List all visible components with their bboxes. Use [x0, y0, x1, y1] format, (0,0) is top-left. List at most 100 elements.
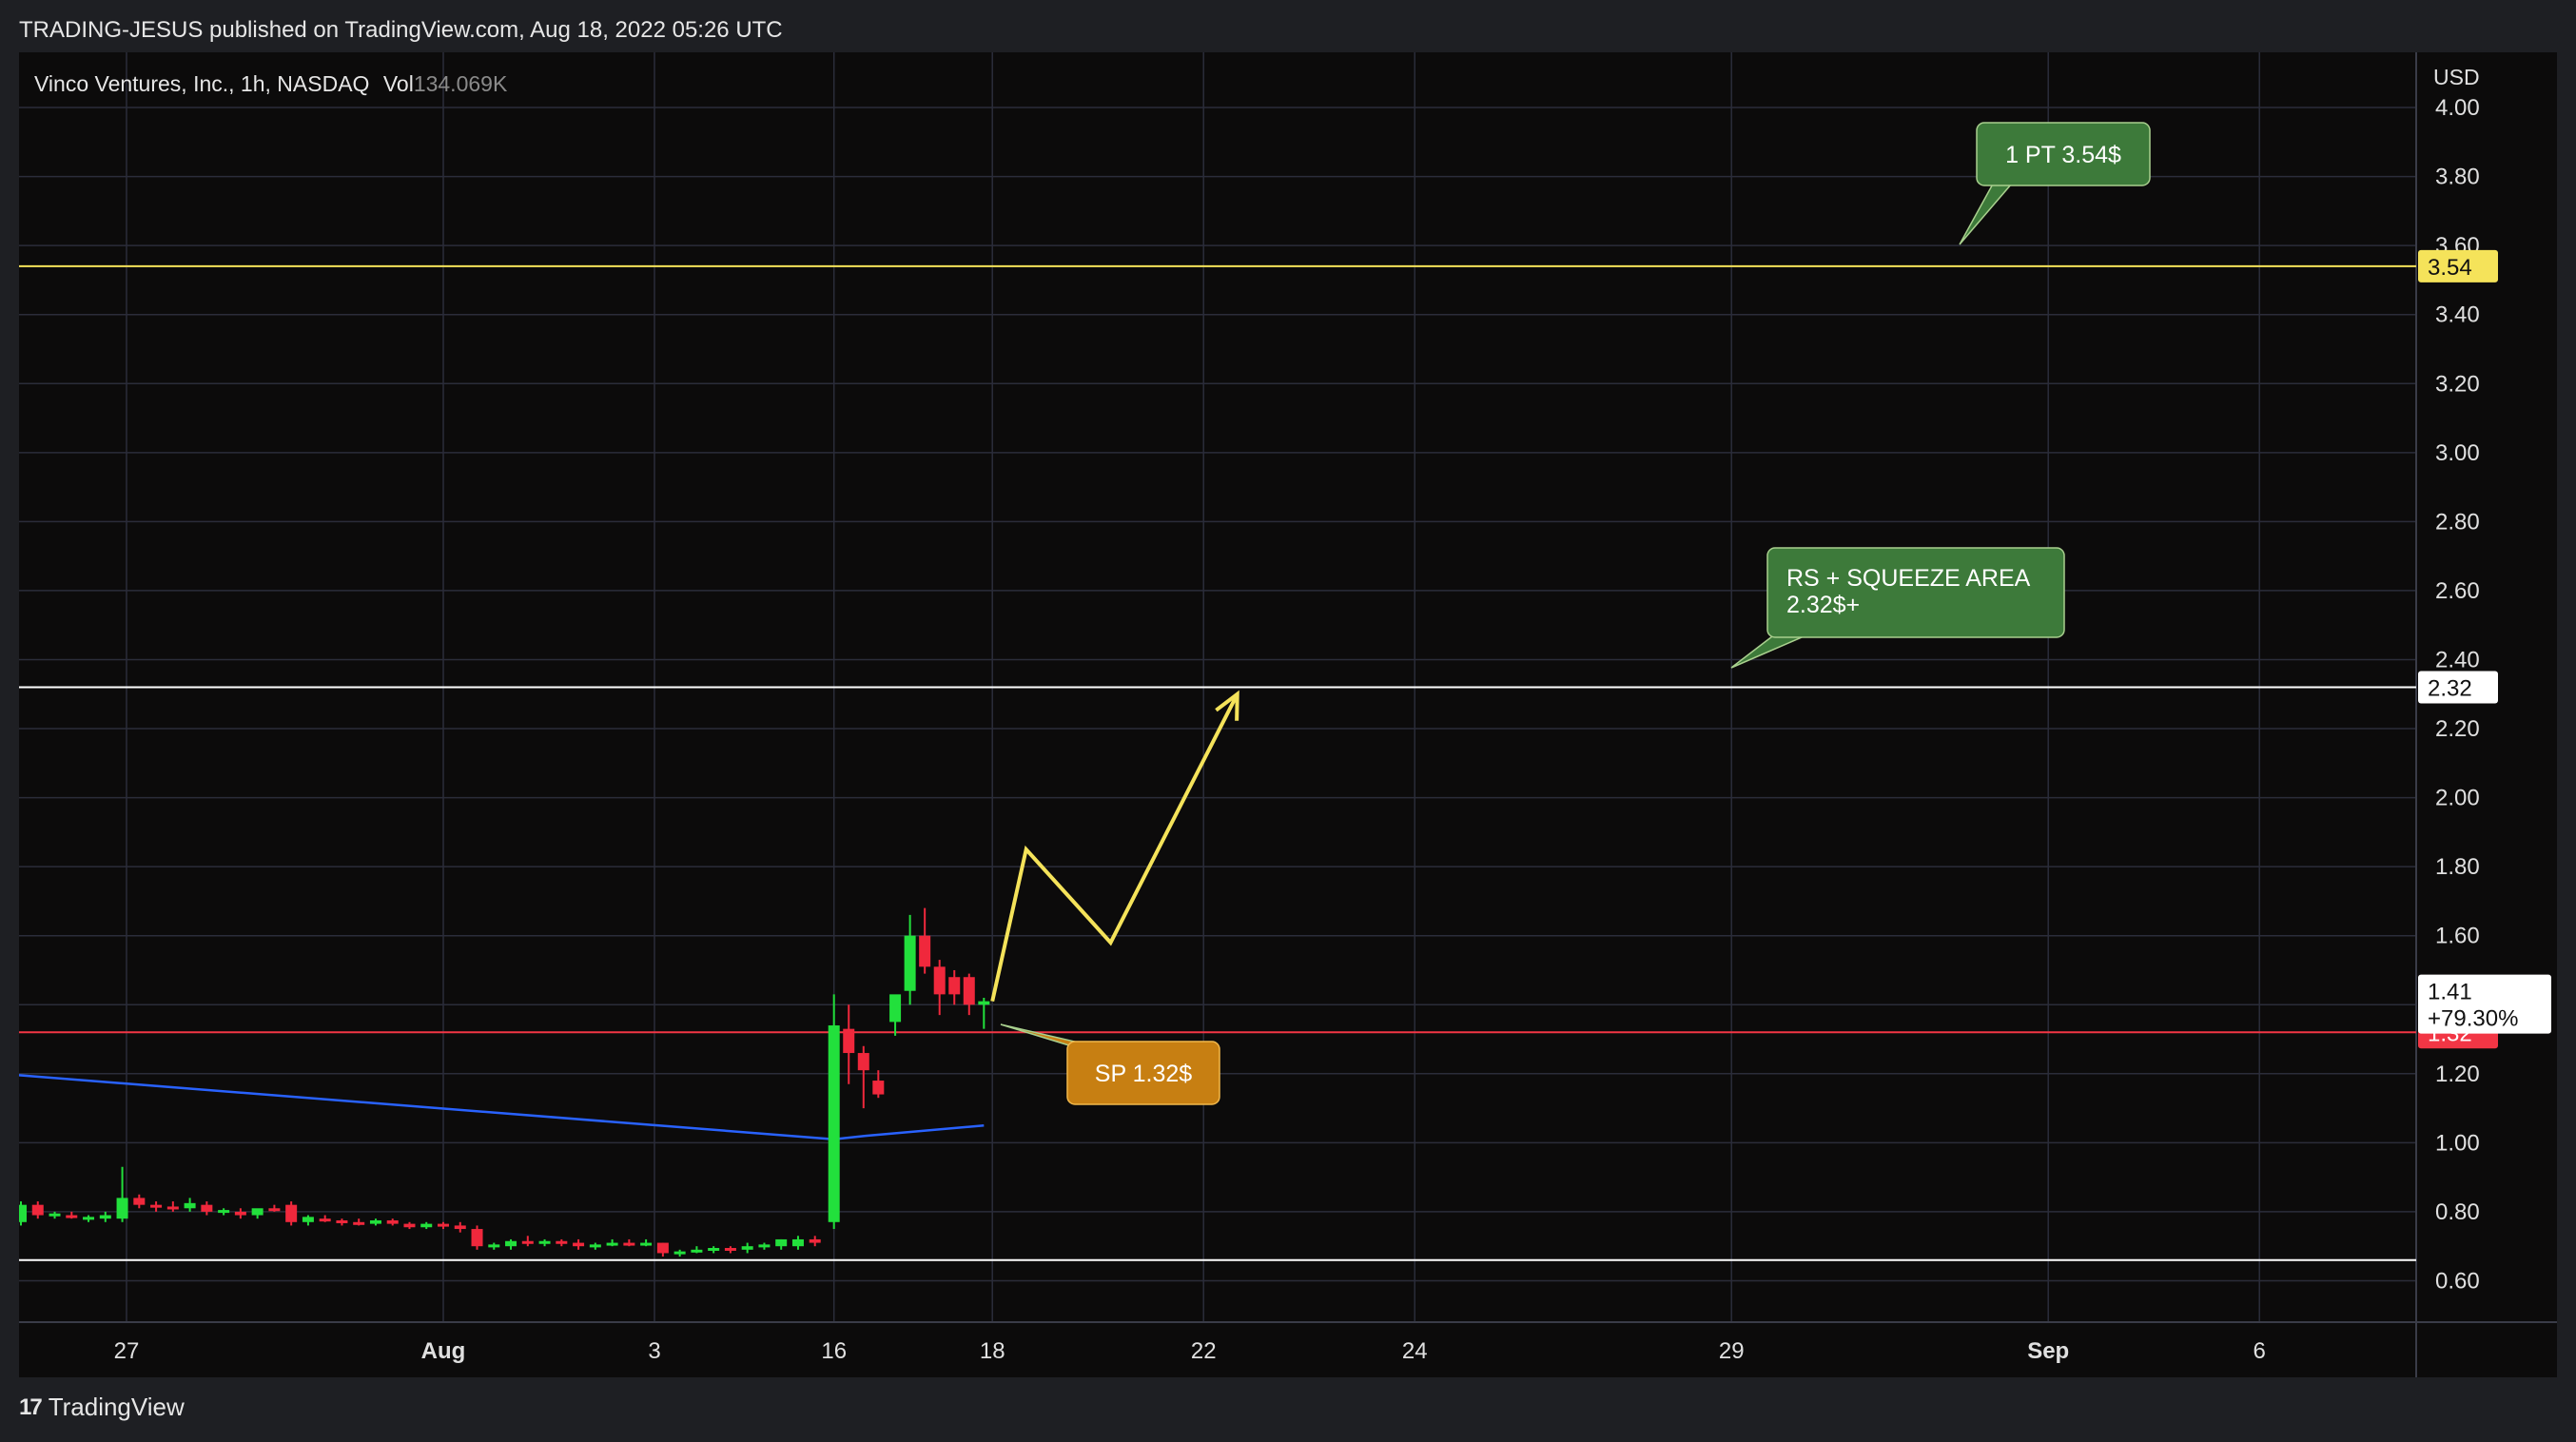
candle-body [889, 994, 902, 1023]
moving-average-line [19, 1074, 985, 1140]
x-tick-label: 27 [114, 1338, 140, 1364]
y-tick-label: 3.80 [2435, 165, 2480, 190]
candle-body [488, 1244, 500, 1248]
publisher-line: TRADING-JESUS published on TradingView.c… [19, 17, 783, 43]
candle-body [673, 1251, 686, 1255]
callout-text: SP 1.32$ [1095, 1061, 1193, 1087]
candle-body [420, 1223, 433, 1228]
x-tick-label: 24 [1402, 1338, 1428, 1364]
candle-body [872, 1081, 885, 1095]
candle-body [724, 1248, 736, 1252]
candle-body [438, 1223, 449, 1227]
x-tick-label: 3 [648, 1338, 660, 1364]
candle-body [19, 1204, 27, 1222]
candle-body [386, 1219, 399, 1224]
candle-body [234, 1211, 246, 1216]
candle-body [268, 1208, 281, 1212]
annotation-callout: 1 PT 3.54$ [1959, 122, 2151, 245]
y-tick-label: 1.00 [2435, 1130, 2480, 1156]
candle-body [166, 1206, 179, 1210]
candle-body [828, 1025, 840, 1222]
candle-body [963, 977, 975, 1005]
candle-body [978, 1001, 990, 1005]
candle-body [640, 1242, 653, 1246]
tradingview-footer[interactable]: 17 TradingView [19, 1393, 185, 1422]
last-price-badge-bg [2418, 974, 2551, 1034]
tradingview-brand: TradingView [48, 1393, 185, 1421]
candle-body [201, 1204, 213, 1212]
y-tick-label: 3.20 [2435, 371, 2480, 397]
candle-body [573, 1242, 585, 1247]
volume-value: 134.069K [413, 71, 508, 96]
candle-body [775, 1238, 788, 1247]
tradingview-logo-icon: 17 [19, 1393, 43, 1420]
candle-body [809, 1238, 821, 1243]
y-tick-label: 1.20 [2435, 1062, 2480, 1087]
candle-body [319, 1218, 331, 1222]
x-tick-label: 18 [980, 1338, 1005, 1364]
candle-body [791, 1238, 804, 1247]
candle-body [904, 935, 916, 991]
x-tick-label: 6 [2254, 1338, 2266, 1364]
symbol-name: Vinco Ventures, Inc., 1h, NASDAQ [34, 71, 370, 96]
candle-body [218, 1210, 230, 1214]
candle-body [66, 1215, 78, 1218]
price-badge-2-32: 2.32 [2428, 676, 2472, 702]
x-tick-label: 22 [1191, 1338, 1217, 1364]
projection-arrowhead [1215, 690, 1239, 721]
y-tick-label: 3.40 [2435, 302, 2480, 328]
symbol-legend: Vinco Ventures, Inc., 1h, NASDAQ Vol134.… [34, 71, 507, 97]
annotation-callout: SP 1.32$ [1000, 1023, 1220, 1105]
candle-body [116, 1198, 128, 1219]
price-chart[interactable]: 27 Aug 3 16 18 22 24 29 Sep 6USD4.003.803.603.403… [19, 52, 2557, 1377]
candle-body [336, 1219, 348, 1223]
y-tick-label: 3.00 [2435, 440, 2480, 466]
last-price-value: 1.41 [2428, 980, 2472, 1005]
candle-body [758, 1244, 771, 1248]
y-tick-label: 2.40 [2435, 647, 2480, 672]
candle-body [184, 1202, 196, 1209]
currency-label: USD [2433, 65, 2480, 89]
callout-text: RS + SQUEEZE AREA [1786, 565, 2031, 592]
price-badge-2-32-bg [2418, 671, 2498, 704]
candle-body [589, 1244, 601, 1248]
candle-body [505, 1240, 517, 1247]
candle-body [369, 1219, 381, 1224]
candle-body [933, 966, 946, 995]
y-tick-label: 2.60 [2435, 578, 2480, 604]
candle-body [708, 1248, 720, 1252]
y-tick-label: 4.00 [2435, 95, 2480, 121]
candle-body [606, 1242, 618, 1246]
chart-panel[interactable]: 27 Aug 3 16 18 22 24 29 Sep 6 USD 4.00 3.80 3.60 3.40 3… [19, 52, 2557, 1377]
candle-body [302, 1217, 314, 1222]
projection-path [990, 692, 1239, 1003]
volume-label: Vol [382, 71, 414, 96]
x-tick-label: Sep [2027, 1338, 2069, 1364]
candle-body [471, 1229, 483, 1247]
y-tick-label: 0.80 [2435, 1199, 2480, 1225]
y-tick-label: 2.20 [2435, 716, 2480, 742]
callout-box [1976, 122, 2151, 186]
callout-text: 2.32$+ [1786, 592, 1860, 618]
callout-text: 1 PT 3.54$ [2005, 142, 2121, 168]
candle-body [843, 1028, 855, 1054]
candle-body [948, 977, 961, 995]
y-tick-label: 2.00 [2435, 786, 2480, 811]
candle-body [285, 1204, 298, 1222]
x-tick-label: 16 [821, 1338, 847, 1364]
candle-body [49, 1213, 61, 1217]
last-price-change: +79.30% [2428, 1006, 2518, 1032]
candle-body [353, 1221, 365, 1225]
y-tick-label: 2.80 [2435, 509, 2480, 535]
candle-body [691, 1249, 703, 1253]
callout-box [1066, 1041, 1220, 1105]
candle-body [656, 1242, 669, 1254]
candle-body [251, 1208, 263, 1216]
candle-body [133, 1198, 146, 1205]
candle-body [521, 1240, 534, 1244]
x-tick-label: 29 [1719, 1338, 1745, 1364]
candle-body [403, 1223, 416, 1228]
callout-box [1766, 547, 2065, 638]
candle-body [454, 1225, 466, 1230]
